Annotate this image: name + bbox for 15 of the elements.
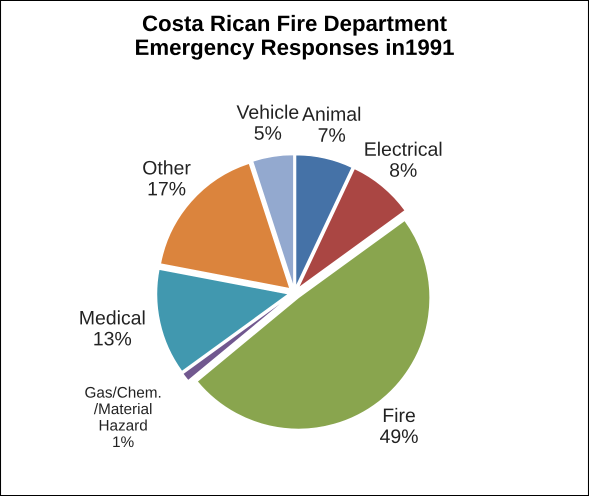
data-label: 17% [148, 182, 186, 196]
slice-label: Medical [80, 310, 145, 325]
slice-label: Other [143, 160, 191, 175]
slice-label: Vehicle [236, 104, 298, 119]
data-label: 49% [380, 429, 418, 444]
slice-label: Electrical [365, 142, 442, 156]
slice-label: Gas/Chem. /Material Hazard [85, 386, 160, 431]
slice-label: Animal [302, 106, 360, 121]
data-label: 1% [113, 436, 134, 448]
data-label: 7% [318, 128, 346, 142]
data-label: 13% [94, 332, 132, 346]
chart-title: Costa Rican Fire Department Emergency Responses in1991 [136, 14, 454, 60]
slice-label: Fire [384, 408, 415, 422]
data-label: 8% [390, 163, 417, 177]
data-label: 5% [254, 126, 282, 140]
